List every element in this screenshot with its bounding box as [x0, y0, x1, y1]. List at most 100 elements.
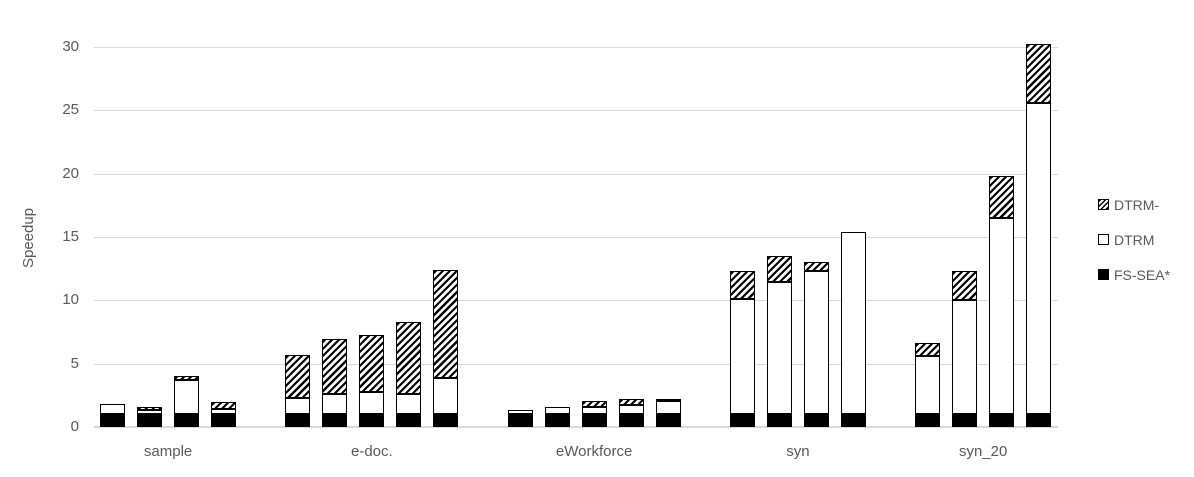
bar-segment-dtrm [989, 217, 1015, 415]
bar-segment-fs-sea [507, 414, 533, 427]
bar-stack [655, 399, 681, 427]
gridline [94, 46, 1058, 48]
bar-segment-dtrm-minus [618, 398, 644, 406]
bar-segment-dtrm-minus [952, 271, 978, 301]
bar-stack [729, 271, 755, 427]
bar-segment-fs-sea [285, 414, 311, 427]
bar-segment-dtrm [544, 407, 570, 415]
x-category-label: syn [786, 443, 810, 460]
bar-segment-dtrm [915, 356, 941, 415]
bar-segment-dtrm [655, 401, 681, 415]
bar-stack [989, 175, 1015, 427]
x-category-label: sample [143, 443, 193, 460]
bar-stack [322, 338, 348, 427]
bar-segment-dtrm [581, 406, 607, 415]
y-tick-label: 15 [62, 227, 79, 245]
bar-segment-fs-sea [433, 414, 459, 427]
bar-segment-dtrm [803, 271, 829, 415]
y-tick-label: 20 [62, 164, 79, 182]
bar-segment-dtrm-minus [285, 354, 311, 398]
bar-segment-fs-sea [729, 414, 755, 427]
bar-segment-dtrm-minus [322, 338, 348, 395]
bar-segment-fs-sea [544, 414, 570, 427]
bar-stack [766, 255, 792, 427]
bar-segment-fs-sea [211, 414, 237, 427]
legend-item: FS-SEA* [1098, 266, 1171, 283]
bar-segment-fs-sea [581, 414, 607, 427]
bar-segment-dtrm-minus [729, 271, 755, 300]
bar-segment-dtrm-minus [655, 399, 681, 402]
bar-segment-fs-sea [359, 414, 385, 427]
bar-segment-dtrm-minus [581, 401, 607, 407]
x-category-label: e-doc. [350, 443, 393, 460]
bar-segment-dtrm-minus [433, 269, 459, 379]
x-category-label: eWorkforce [555, 443, 633, 460]
bar-segment-fs-sea [841, 414, 866, 427]
bar-segment-dtrm [729, 299, 755, 415]
legend-item: DTRM [1098, 231, 1155, 248]
bar-segment-fs-sea [1026, 414, 1052, 427]
legend-label: DTRM [1114, 231, 1155, 248]
bar-stack [618, 398, 644, 427]
legend-item: DTRM- [1098, 197, 1159, 213]
bar-segment-dtrm [396, 394, 422, 415]
legend-swatch-diagonal-hatch [1098, 199, 1109, 210]
bar-stack [581, 401, 607, 427]
bar-segment-dtrm [285, 397, 311, 415]
bar-segment-dtrm-minus [915, 343, 941, 357]
bar-stack [174, 375, 200, 427]
gridline [94, 236, 1058, 238]
bar-segment-dtrm [1026, 102, 1052, 415]
bar-stack [433, 269, 459, 427]
bar-segment-dtrm-minus [359, 334, 385, 392]
legend-label: FS-SEA* [1114, 266, 1171, 283]
bar-segment-dtrm [433, 378, 459, 415]
bar-segment-dtrm [100, 404, 125, 415]
x-category-label: syn_20 [958, 443, 1008, 460]
bar-stack [544, 407, 570, 427]
bar-segment-dtrm [322, 394, 348, 415]
bar-segment-fs-sea [989, 414, 1015, 427]
bar-segment-fs-sea [618, 414, 644, 427]
bar-stack [137, 407, 163, 427]
legend-swatch-white-fill [1098, 234, 1109, 245]
bar-segment-fs-sea [655, 414, 681, 427]
gridline [94, 363, 1058, 365]
bar-segment-dtrm-minus [989, 175, 1015, 218]
bar-segment-dtrm [359, 391, 385, 415]
legend-swatch-black-fill [1098, 269, 1109, 280]
bar-segment-fs-sea [766, 414, 792, 427]
bar-stack [841, 231, 866, 427]
gridline [94, 300, 1058, 302]
bar-segment-dtrm [766, 281, 792, 415]
bar-segment-dtrm-minus [1026, 44, 1052, 103]
x-axis-line [94, 426, 1058, 428]
bar-segment-dtrm-minus [396, 321, 422, 395]
y-tick-label: 10 [62, 291, 79, 309]
bar-segment-fs-sea [137, 414, 163, 427]
bar-segment-dtrm-minus [137, 407, 163, 410]
bar-stack [359, 334, 385, 427]
y-tick-label: 25 [62, 101, 79, 119]
bar-stack [211, 402, 237, 427]
bar-stack [285, 354, 311, 427]
bar-stack [803, 262, 829, 427]
gridline [94, 173, 1058, 175]
bar-segment-fs-sea [803, 414, 829, 427]
bar-stack [915, 343, 941, 427]
bar-segment-dtrm-minus [211, 402, 237, 409]
bar-segment-fs-sea [915, 414, 941, 427]
bar-segment-fs-sea [100, 414, 125, 427]
bar-stack [507, 409, 533, 427]
bar-segment-fs-sea [952, 414, 978, 427]
bar-stack [952, 271, 978, 427]
bar-stack [100, 404, 125, 427]
bar-segment-fs-sea [396, 414, 422, 427]
y-tick-label: 5 [70, 354, 79, 372]
bar-segment-dtrm [841, 231, 866, 415]
bar-stack [1026, 44, 1052, 427]
bar-segment-dtrm [952, 300, 978, 415]
gridline [94, 110, 1058, 112]
bar-segment-fs-sea [174, 414, 200, 427]
